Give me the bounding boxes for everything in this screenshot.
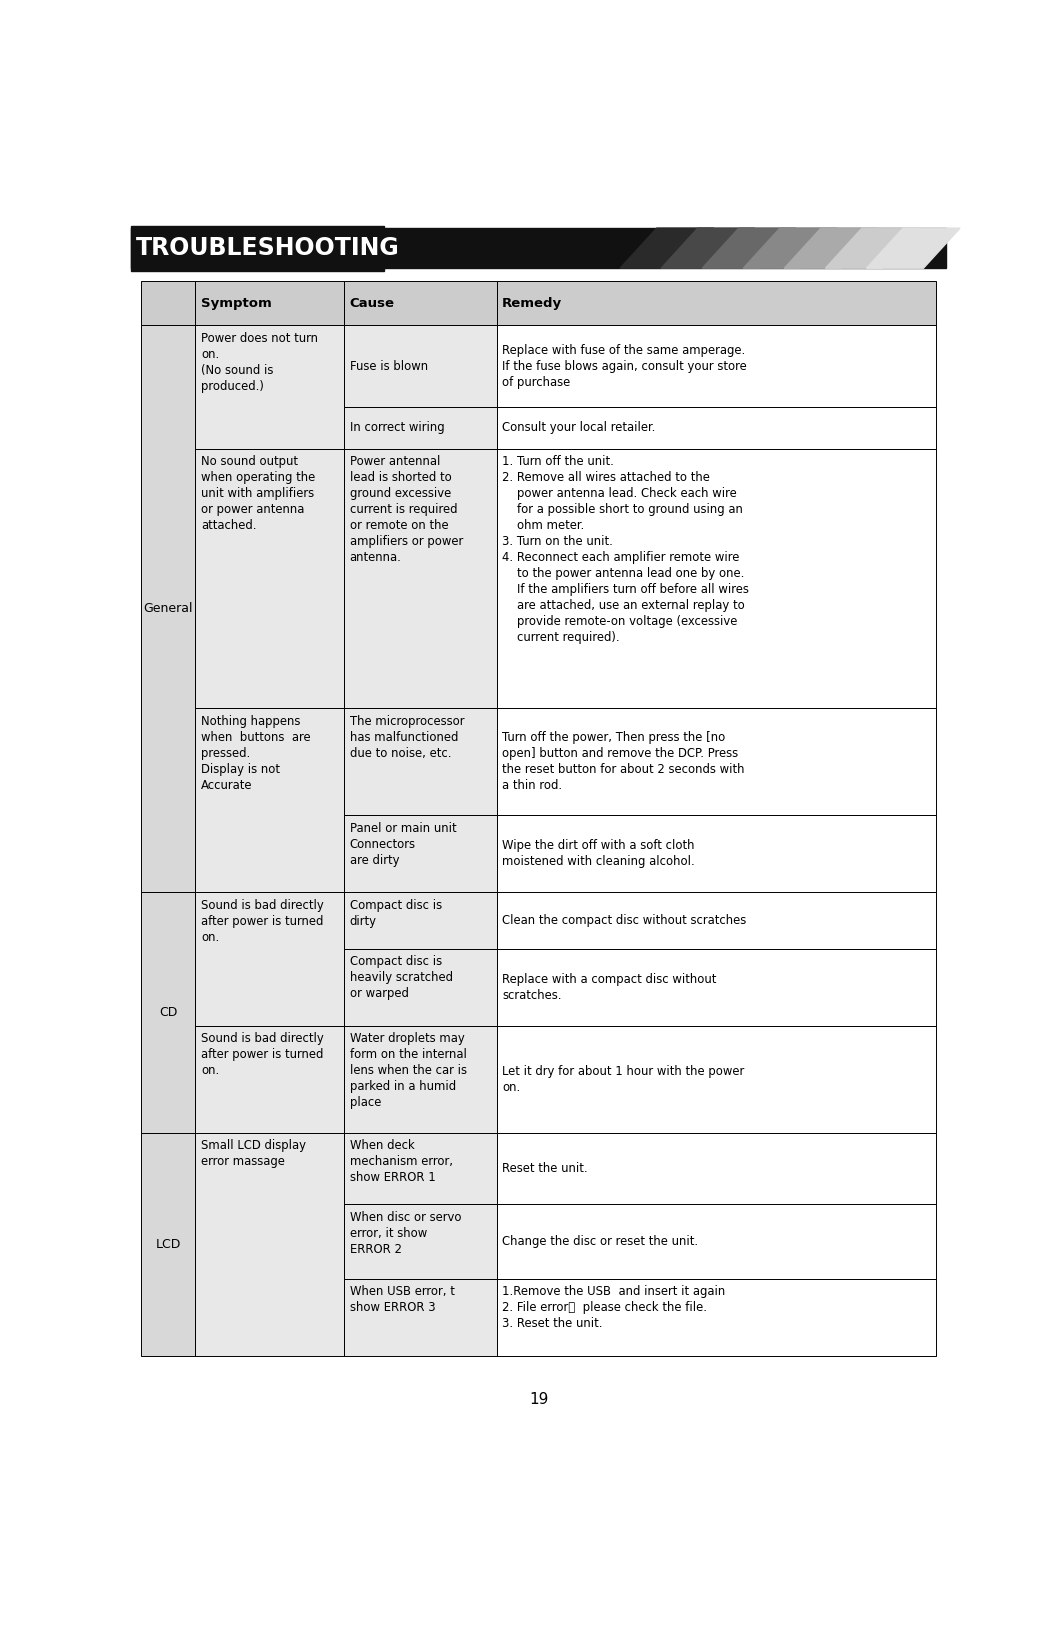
Bar bbox=[131, 228, 946, 269]
Text: CD: CD bbox=[159, 1007, 178, 1020]
Bar bbox=[496, 1279, 936, 1355]
Bar bbox=[344, 1204, 496, 1279]
Bar bbox=[141, 326, 195, 893]
Polygon shape bbox=[702, 228, 796, 269]
Text: TROUBLESHOOTING: TROUBLESHOOTING bbox=[137, 236, 400, 261]
Bar bbox=[496, 950, 936, 1026]
Text: LCD: LCD bbox=[156, 1238, 181, 1251]
Polygon shape bbox=[784, 228, 878, 269]
Bar bbox=[195, 326, 344, 448]
Text: 1. Turn off the unit.
2. Remove all wires attached to the
    power antenna lead: 1. Turn off the unit. 2. Remove all wire… bbox=[502, 454, 749, 643]
Text: Turn off the power, Then press the [no
open] button and remove the DCP. Press
th: Turn off the power, Then press the [no o… bbox=[502, 731, 745, 792]
Polygon shape bbox=[825, 228, 919, 269]
Text: Power antennal
lead is shorted to
ground excessive
current is required
or remote: Power antennal lead is shorted to ground… bbox=[350, 454, 462, 564]
Bar bbox=[344, 280, 496, 326]
Text: Replace with a compact disc without
scratches.: Replace with a compact disc without scra… bbox=[502, 973, 717, 1002]
Bar bbox=[344, 407, 496, 448]
Text: The microprocessor
has malfunctioned
due to noise, etc.: The microprocessor has malfunctioned due… bbox=[350, 715, 465, 759]
Text: Consult your local retailer.: Consult your local retailer. bbox=[502, 422, 656, 435]
Bar bbox=[344, 893, 496, 950]
Text: Panel or main unit
Connectors
are dirty: Panel or main unit Connectors are dirty bbox=[350, 821, 456, 867]
Text: Small LCD display
error massage: Small LCD display error massage bbox=[201, 1139, 306, 1168]
Text: Let it dry for about 1 hour with the power
on.: Let it dry for about 1 hour with the pow… bbox=[502, 1065, 744, 1095]
Bar bbox=[195, 448, 344, 709]
Bar bbox=[496, 280, 936, 326]
Bar bbox=[496, 1204, 936, 1279]
Text: Compact disc is
heavily scratched
or warped: Compact disc is heavily scratched or war… bbox=[350, 955, 453, 1000]
Text: 1.Remove the USB  and insert it again
2. File error，  please check the file.
3. : 1.Remove the USB and insert it again 2. … bbox=[502, 1285, 725, 1329]
Text: Change the disc or reset the unit.: Change the disc or reset the unit. bbox=[502, 1235, 698, 1248]
Bar bbox=[344, 326, 496, 407]
Text: Power does not turn
on.
(No sound is
produced.): Power does not turn on. (No sound is pro… bbox=[201, 332, 317, 393]
Bar bbox=[496, 893, 936, 950]
Text: Clean the compact disc without scratches: Clean the compact disc without scratches bbox=[502, 914, 746, 927]
Text: When deck
mechanism error,
show ERROR 1: When deck mechanism error, show ERROR 1 bbox=[350, 1139, 453, 1184]
Bar bbox=[496, 448, 936, 709]
Text: When disc or servo
error, it show
ERROR 2: When disc or servo error, it show ERROR … bbox=[350, 1210, 461, 1256]
Bar bbox=[195, 280, 344, 326]
Bar bbox=[344, 1134, 496, 1204]
Text: Sound is bad directly
after power is turned
on.: Sound is bad directly after power is tur… bbox=[201, 899, 324, 943]
Polygon shape bbox=[743, 228, 837, 269]
Text: Wipe the dirt off with a soft cloth
moistened with cleaning alcohol.: Wipe the dirt off with a soft cloth mois… bbox=[502, 839, 695, 868]
Text: Cause: Cause bbox=[350, 296, 394, 310]
Text: Replace with fuse of the same amperage.
If the fuse blows again, consult your st: Replace with fuse of the same amperage. … bbox=[502, 344, 747, 389]
Bar bbox=[195, 1134, 344, 1355]
Bar bbox=[141, 280, 195, 326]
Bar bbox=[496, 814, 936, 893]
Text: When USB error, t
show ERROR 3: When USB error, t show ERROR 3 bbox=[350, 1285, 454, 1315]
Bar bbox=[131, 225, 384, 270]
Bar bbox=[496, 1134, 936, 1204]
Polygon shape bbox=[620, 228, 714, 269]
Text: 19: 19 bbox=[529, 1393, 549, 1407]
Text: In correct wiring: In correct wiring bbox=[350, 422, 445, 435]
Text: Water droplets may
form on the internal
lens when the car is
parked in a humid
p: Water droplets may form on the internal … bbox=[350, 1033, 467, 1109]
Text: No sound output
when operating the
unit with amplifiers
or power antenna
attache: No sound output when operating the unit … bbox=[201, 454, 315, 531]
Text: Sound is bad directly
after power is turned
on.: Sound is bad directly after power is tur… bbox=[201, 1033, 324, 1077]
Bar bbox=[496, 1026, 936, 1134]
Text: General: General bbox=[143, 603, 193, 616]
Bar bbox=[496, 326, 936, 407]
Bar bbox=[195, 893, 344, 1026]
Text: Reset the unit.: Reset the unit. bbox=[502, 1161, 588, 1175]
Text: Compact disc is
dirty: Compact disc is dirty bbox=[350, 899, 441, 929]
Bar bbox=[141, 1134, 195, 1355]
Bar bbox=[344, 814, 496, 893]
Bar bbox=[344, 709, 496, 814]
Text: Nothing happens
when  buttons  are
pressed.
Display is not
Accurate: Nothing happens when buttons are pressed… bbox=[201, 715, 310, 792]
Polygon shape bbox=[661, 228, 755, 269]
Bar bbox=[141, 893, 195, 1134]
Bar bbox=[344, 1279, 496, 1355]
Bar bbox=[496, 709, 936, 814]
Bar bbox=[195, 709, 344, 893]
Bar bbox=[344, 950, 496, 1026]
Bar bbox=[496, 407, 936, 448]
Text: Symptom: Symptom bbox=[201, 296, 271, 310]
Polygon shape bbox=[866, 228, 960, 269]
Text: Fuse is blown: Fuse is blown bbox=[350, 360, 428, 373]
Bar bbox=[344, 1026, 496, 1134]
Bar bbox=[344, 448, 496, 709]
Bar bbox=[195, 1026, 344, 1134]
Text: Remedy: Remedy bbox=[502, 296, 562, 310]
